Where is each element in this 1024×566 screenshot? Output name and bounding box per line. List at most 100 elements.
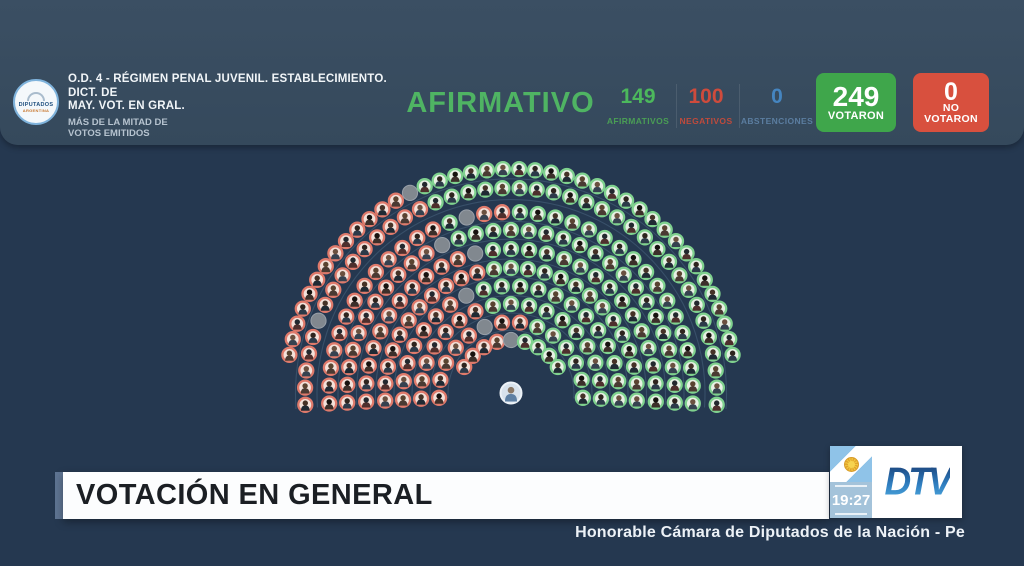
seat (628, 375, 645, 392)
seat (284, 331, 301, 348)
divider (676, 84, 677, 128)
seat (317, 258, 334, 275)
seat (711, 300, 728, 317)
seat (488, 333, 506, 350)
president-seat (499, 381, 523, 405)
no-votaron-value: 0 (944, 77, 958, 106)
counter-abstenciones: 0 ABSTENCIONES (735, 86, 819, 127)
result-label: AFIRMATIVO (406, 87, 595, 119)
row-guide-arc (429, 312, 593, 400)
seat (605, 312, 622, 329)
seat (708, 396, 725, 413)
seat (647, 375, 664, 392)
seat (382, 218, 399, 236)
seat (297, 396, 314, 413)
seat (409, 229, 426, 247)
seat (647, 393, 664, 410)
seat (396, 209, 414, 226)
seat (721, 331, 738, 348)
vote-item-title: O.D. 4 - RÉGIMEN PENAL JUVENIL. ESTABLEC… (68, 73, 413, 139)
seat (660, 341, 678, 359)
seat (545, 184, 562, 201)
majority-rule-line-2: VOTOS EMITIDOS (68, 127, 150, 139)
seat (614, 326, 631, 343)
seat (564, 214, 581, 231)
seat (623, 218, 640, 236)
seat (401, 184, 419, 201)
seat (344, 253, 362, 270)
seat (321, 377, 338, 394)
seat (377, 392, 394, 409)
row-guide-arc (374, 258, 648, 404)
seat (591, 372, 609, 389)
negativos-label: NEGATIVOS (679, 116, 733, 126)
seat (716, 315, 733, 332)
seat (587, 268, 604, 285)
seat (511, 180, 528, 197)
seat (453, 270, 470, 287)
seat (450, 230, 467, 247)
channel-logo-text: DTV (884, 459, 953, 503)
seat (469, 264, 486, 281)
seat (610, 373, 627, 390)
broadcast-time: 19:27 (830, 482, 872, 518)
seat (679, 342, 696, 359)
counter-afirmativos: 149 AFIRMATIVOS (596, 86, 680, 127)
seat (601, 279, 618, 296)
seat (427, 308, 445, 325)
votaron-value: 249 (832, 81, 880, 112)
seat (593, 201, 611, 218)
seat (346, 292, 363, 309)
seat (580, 221, 598, 238)
seat (377, 375, 394, 392)
seat (432, 371, 449, 389)
seat (659, 292, 676, 309)
seat (529, 205, 546, 223)
seat (484, 297, 502, 314)
seat (406, 337, 423, 355)
seat (387, 192, 405, 209)
seat (477, 181, 494, 198)
seat (356, 277, 373, 295)
seat (484, 241, 502, 259)
seat (664, 359, 681, 376)
seat (660, 253, 678, 270)
seat (628, 392, 645, 409)
seat (530, 281, 547, 298)
seat (296, 379, 314, 396)
seat (391, 326, 408, 343)
seat (339, 376, 356, 393)
seat (494, 180, 511, 197)
row-guide-arc (393, 276, 629, 403)
no-votaron-label-2: VOTARON (924, 112, 978, 125)
seat (403, 255, 420, 272)
seat (361, 210, 378, 228)
seat (538, 245, 555, 262)
seat (592, 390, 610, 407)
seat (294, 300, 311, 317)
seat (426, 338, 443, 355)
seat (647, 308, 664, 326)
seat (415, 322, 432, 339)
seat (379, 358, 397, 375)
seat (621, 342, 638, 359)
seat (289, 315, 306, 332)
seat (574, 389, 592, 406)
seat (394, 391, 412, 408)
row-guide-arc (447, 329, 575, 399)
argentina-flag (830, 446, 872, 482)
seat (538, 303, 555, 320)
seat (317, 296, 334, 314)
seat (655, 324, 672, 342)
seat (544, 327, 562, 344)
seat (587, 354, 604, 371)
seat (372, 323, 389, 340)
seat (558, 167, 575, 185)
seat (571, 236, 588, 254)
seat (395, 373, 412, 390)
seat (529, 318, 546, 336)
seat (536, 264, 553, 281)
seat (404, 279, 421, 296)
seat (478, 162, 496, 179)
negativos-value: 100 (688, 85, 724, 108)
